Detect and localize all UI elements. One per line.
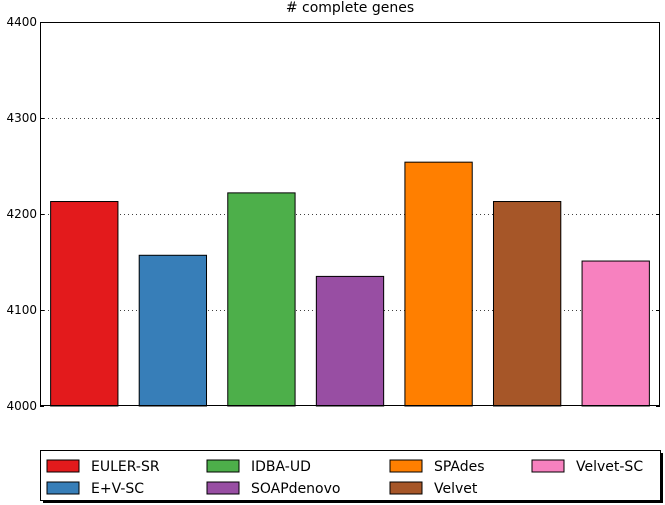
legend-label: Velvet	[434, 481, 478, 497]
legend-swatch	[206, 459, 240, 473]
legend-swatch	[206, 481, 240, 495]
chart-title: # complete genes	[286, 0, 414, 16]
legend: EULER-SR E+V-SC IDBA-UD SOAPdenovo SPAdes Vel…	[40, 450, 663, 503]
y-tick-label: 4100	[6, 303, 37, 317]
legend-swatch	[389, 459, 423, 473]
legend-label: IDBA-UD	[251, 459, 311, 475]
bar-spades	[404, 161, 473, 407]
legend-label: Velvet-SC	[576, 459, 643, 475]
bars	[50, 161, 650, 407]
y-tick-label: 4400	[6, 15, 37, 29]
legend-label: SPAdes	[434, 459, 485, 475]
legend-label: E+V-SC	[91, 481, 144, 497]
bar-euler-sr	[50, 201, 119, 407]
bar-soapdenovo	[315, 275, 385, 407]
legend-swatch	[46, 459, 80, 473]
legend-swatch	[531, 459, 565, 473]
bar-velvet	[492, 201, 562, 407]
bar-velvet-sc	[581, 260, 650, 407]
legend-swatch	[46, 481, 80, 495]
y-tick-label: 4000	[6, 399, 37, 413]
legend-swatch	[389, 481, 423, 495]
bar-idba-ud	[227, 192, 296, 407]
y-tick-label: 4200	[6, 207, 37, 221]
y-axis: 4000 4100 4200 4300 4400	[6, 15, 660, 413]
y-tick-label: 4300	[6, 111, 37, 125]
legend-label: SOAPdenovo	[251, 481, 340, 497]
legend-label: EULER-SR	[91, 459, 160, 475]
bar-e-v-sc	[138, 254, 208, 407]
legend-box	[40, 450, 661, 501]
